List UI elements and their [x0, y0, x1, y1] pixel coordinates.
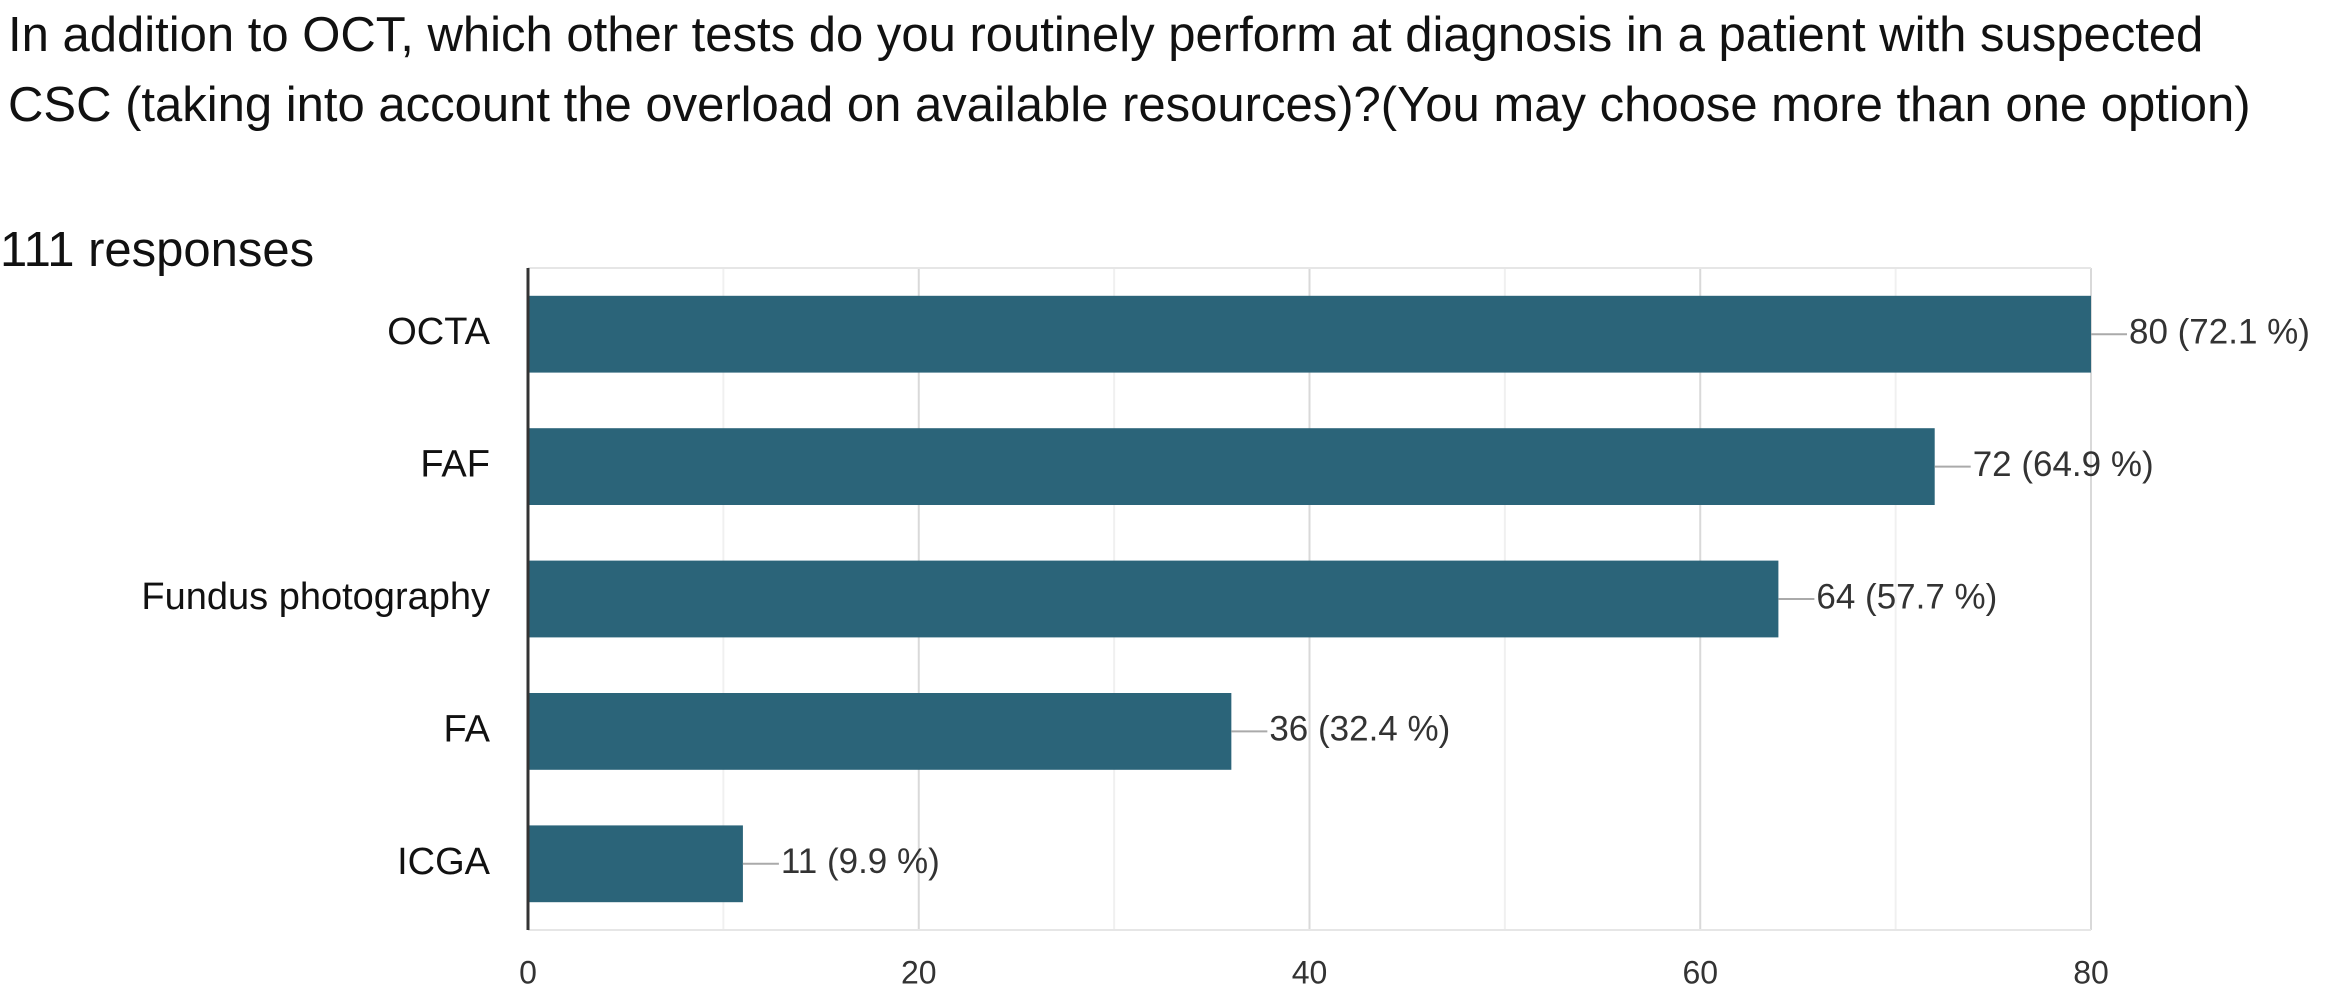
bar [528, 295, 2091, 373]
value-label: 80 (72.1 %) [2129, 312, 2310, 351]
value-label: 36 (32.4 %) [1269, 710, 1450, 749]
chart-title: In addition to OCT, which other tests do… [8, 8, 2251, 132]
x-tick-label: 20 [901, 954, 937, 988]
y-tick-label: OCTA [387, 311, 490, 353]
bar [528, 825, 743, 903]
x-tick-label: 80 [2073, 954, 2109, 988]
bar [528, 428, 1935, 505]
value-label: 72 (64.9 %) [1973, 445, 2154, 484]
chart-subtitle: 111 responses [0, 223, 315, 277]
value-label: 11 (9.9 %) [781, 842, 940, 881]
y-tick-label: Fundus photography [141, 576, 490, 618]
x-tick-label: 60 [1682, 954, 1718, 988]
bar [528, 693, 1232, 770]
value-label: 64 (57.7 %) [1816, 577, 1997, 616]
x-tick-label: 0 [519, 954, 537, 988]
y-tick-label: ICGA [397, 841, 491, 883]
bar [528, 560, 1779, 638]
y-tick-label: FAF [420, 444, 490, 486]
y-tick-label: FA [444, 708, 491, 750]
x-tick-label: 40 [1292, 954, 1328, 988]
